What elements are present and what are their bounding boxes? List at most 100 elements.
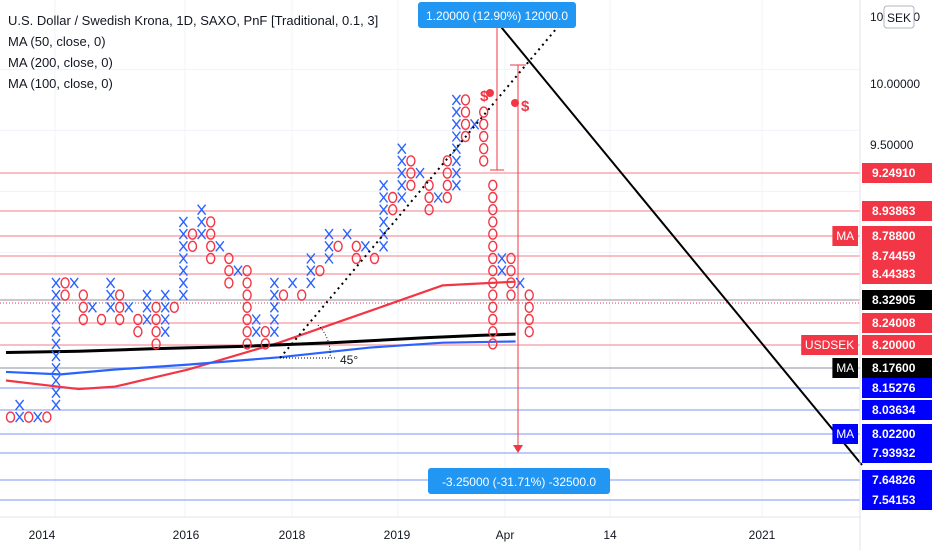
pnf-x-mark (142, 289, 152, 301)
pnf-x-mark (106, 301, 116, 313)
measure-down-box (428, 468, 610, 494)
pnf-x-mark (379, 240, 389, 252)
price-label-1: 8.93863 (872, 204, 916, 218)
x-tick-label-1: 2016 (173, 528, 200, 542)
drawings: 45° 1.20000 (12.90%) 12000.0 -3.25000 (-31… (279, 2, 863, 494)
pnf-o-mark (133, 313, 143, 326)
pnf-o-mark (442, 191, 452, 204)
pnf-x-mark (360, 240, 370, 252)
pnf-x-mark (379, 179, 389, 191)
pnf-x-mark (51, 314, 61, 325)
pnf-o-mark (297, 289, 307, 301)
pnf-x-mark (178, 228, 188, 240)
pnf-x-mark (497, 265, 507, 277)
x-tick-label-3: 2019 (384, 528, 411, 542)
pnf-o-mark (60, 289, 70, 301)
pnf-o-mark (24, 411, 34, 423)
currency-button[interactable]: SEK (887, 11, 911, 25)
pnf-o-mark (442, 155, 452, 167)
pnf-o-mark (114, 301, 125, 313)
pnf-x-mark (51, 399, 61, 411)
pnf-o-mark (424, 179, 434, 192)
pnf-o-mark (424, 191, 434, 204)
price-label-5: 8.32905 (872, 293, 916, 307)
pnf-o-mark (488, 216, 498, 228)
pnf-x-mark (269, 314, 279, 325)
pnf-o-mark (388, 203, 398, 216)
pnf-o-mark (242, 301, 252, 313)
price-label-bg-14 (862, 490, 932, 510)
pnf-x-mark (470, 118, 480, 130)
currency-button-bg (883, 5, 915, 29)
measure-down-arrow (513, 445, 523, 453)
pnf-x-mark (15, 399, 25, 411)
pnf-x-mark (451, 118, 461, 130)
pnf-o-mark (242, 338, 252, 350)
price-label-bg-13 (862, 470, 932, 490)
pnf-x-mark (33, 411, 43, 423)
pnf-o-mark (242, 289, 252, 301)
pnf-o-mark (406, 155, 416, 167)
y-tick-label-2: 9.50000 (870, 138, 914, 152)
pnf-x-mark (124, 301, 134, 313)
pnf-x-mark (51, 387, 61, 399)
pnf-x-mark (51, 375, 61, 386)
pnf-o-mark (242, 313, 252, 326)
legend-ma-200[interactable]: MA (200, close, 0) (8, 55, 113, 70)
measure-up-box (418, 2, 576, 28)
pnf-x-mark (324, 253, 334, 264)
pnf-o-mark (278, 289, 289, 301)
pnf-o-mark (242, 265, 252, 277)
pnf-o-mark (315, 265, 325, 277)
pnf-o-mark (479, 142, 489, 155)
pnf-o-mark (205, 240, 216, 253)
pnf-o-mark (442, 167, 452, 179)
pnf-o-mark (488, 252, 498, 265)
pnf-o-mark (524, 313, 534, 326)
dividend-dot-1 (511, 99, 519, 107)
price-label-6: 8.24008 (872, 316, 916, 330)
pnf-x-mark (397, 143, 407, 155)
pnf-x-mark (451, 155, 461, 167)
pnf-o-mark (524, 301, 534, 313)
pnf-o-mark (333, 240, 343, 253)
price-tag-8: MA (836, 361, 854, 375)
price-label-bg-8 (862, 358, 932, 378)
pnf-x-mark (397, 155, 407, 167)
pnf-x-mark (397, 179, 407, 191)
pnf-x-mark (433, 192, 443, 203)
dividend-mark-1: $ (521, 98, 530, 115)
price-tag-7: USDSEK (805, 338, 854, 352)
legend-title[interactable]: U.S. Dollar / Swedish Krona, 1D, SAXO, P… (8, 13, 379, 28)
pnf-o-mark (351, 252, 361, 265)
pnf-x-mark (397, 167, 407, 179)
pnf-x-mark (142, 301, 152, 313)
pnf-o-mark (460, 118, 471, 131)
pnf-o-mark (242, 277, 252, 289)
price-label-bg-11 (862, 424, 932, 444)
price-label-2: 8.78800 (872, 229, 916, 243)
pnf-x-mark (397, 192, 407, 203)
pnf-x-mark (178, 253, 188, 264)
pnf-o-mark (524, 289, 534, 301)
price-label-bg-5 (862, 290, 932, 310)
pnf-x-mark (451, 179, 461, 191)
pnf-x-mark (306, 277, 316, 289)
price-label-bg-9 (862, 378, 932, 398)
legend-ma-50[interactable]: MA (50, close, 0) (8, 34, 106, 49)
price-label-bg-1 (862, 201, 932, 221)
pnf-o-mark (205, 216, 216, 228)
pnf-o-mark (169, 301, 180, 313)
price-label-bg-0 (862, 163, 932, 183)
pnf-boxes (5, 94, 534, 423)
price-label-0: 9.24910 (872, 166, 916, 180)
pnf-o-mark (187, 240, 198, 253)
price-label-bg-12 (862, 443, 932, 463)
pnf-o-mark (369, 252, 380, 265)
pnf-o-mark (224, 277, 234, 289)
price-label-9: 8.15276 (872, 381, 916, 395)
legend-ma-100[interactable]: MA (100, close, 0) (8, 76, 113, 91)
pnf-x-mark (451, 131, 461, 142)
pnf-o-mark (479, 106, 489, 118)
